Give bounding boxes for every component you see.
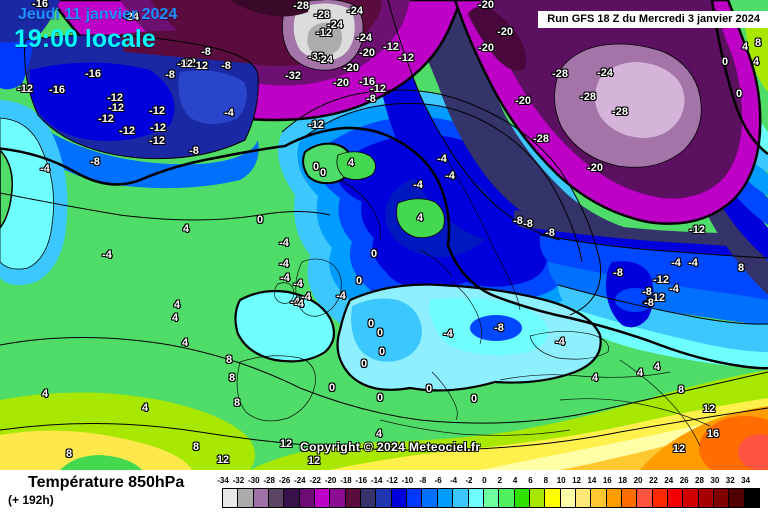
color-scale: -34 -32 -30 -28 -26 -24 -22 -20 -18 -16 -14 -12 -10-… <box>217 476 760 510</box>
color-scale-tick: 18 <box>618 476 628 485</box>
color-scale-box <box>652 489 668 507</box>
color-scale-box <box>238 489 254 507</box>
color-scale-tick: -32 <box>232 476 245 485</box>
color-scale-tick: -4 <box>450 476 458 485</box>
color-scale-box <box>468 489 484 507</box>
color-scale-tick: -16 <box>355 476 368 485</box>
color-scale-box <box>391 489 408 507</box>
color-scale-box <box>667 489 684 507</box>
arctic-dark-bands <box>370 0 640 245</box>
color-scale-tick: -34 <box>217 476 229 485</box>
color-scale-tick: 12 <box>572 476 581 485</box>
color-scale-box <box>376 489 392 507</box>
color-scale-tick: 24 <box>664 476 674 485</box>
color-scale-box <box>729 489 745 507</box>
color-scale-tick: 30 <box>710 476 720 485</box>
color-scale-box <box>437 489 454 507</box>
color-scale-tick: -8 <box>419 476 427 485</box>
color-scale-tick: -2 <box>465 476 473 485</box>
color-scale-box <box>714 489 730 507</box>
color-scale-tick: 20 <box>633 476 643 485</box>
west-europe-mild-region <box>234 283 655 392</box>
color-scale-box <box>453 489 469 507</box>
contour-lines <box>0 0 768 451</box>
color-scale-tick: 32 <box>725 476 735 485</box>
temperature-map <box>0 0 768 470</box>
legend-strip: Température 850hPa (+ 192h) -34 -32 -30 -28… <box>0 470 768 512</box>
color-scale-box <box>483 489 500 507</box>
color-scale-box <box>514 489 530 507</box>
color-scale-box <box>284 489 300 507</box>
color-scale-box <box>575 489 592 507</box>
color-scale-tick: -26 <box>278 476 291 485</box>
color-scale-box <box>529 489 546 507</box>
russia-purple-pool <box>453 0 762 225</box>
color-scale-tick: 16 <box>602 476 612 485</box>
color-scale-box <box>345 489 362 507</box>
color-scale-box <box>683 489 699 507</box>
color-scale-box <box>223 489 239 507</box>
color-scale-box <box>621 489 638 507</box>
color-scale-box <box>499 489 515 507</box>
color-scale-tick: -18 <box>340 476 352 485</box>
color-scale-tick: 4 <box>512 476 518 485</box>
color-scale-box <box>637 489 653 507</box>
color-scale-box <box>422 489 438 507</box>
color-scale-box <box>698 489 714 507</box>
color-scale-tick: -22 <box>309 476 321 485</box>
color-scale-box <box>606 489 622 507</box>
color-scale-box <box>330 489 346 507</box>
east-cold-region <box>514 210 768 370</box>
color-scale-tick: 0 <box>482 476 487 485</box>
color-scale-tick: -12 <box>386 476 398 485</box>
color-scale-tick: -30 <box>247 476 260 485</box>
labrador-cold-block <box>0 0 259 189</box>
color-scale-tick: -10 <box>401 476 414 485</box>
color-scale-tick: 26 <box>679 476 689 485</box>
color-scale-tick: 22 <box>648 476 658 485</box>
color-scale-tick: 8 <box>543 476 549 485</box>
color-scale-tick: 14 <box>587 476 597 485</box>
color-scale-tick: 2 <box>497 476 502 485</box>
forecast-time: 19:00 locale <box>14 25 156 53</box>
color-scale-ticks: -34 -32 -30 -28 -26 -24 -22 -20 -18 -16 -14 -12 -10-… <box>217 476 760 487</box>
color-scale-box <box>545 489 561 507</box>
color-scale-boxes <box>222 488 760 508</box>
color-scale-box <box>361 489 377 507</box>
color-scale-box <box>591 489 607 507</box>
model-run-info: Run GFS 18 Z du Mercredi 3 janvier 2024 <box>538 11 768 28</box>
color-scale-tick: 28 <box>695 476 704 485</box>
color-scale-box <box>407 489 423 507</box>
color-scale-tick: 6 <box>528 476 533 485</box>
forecast-date: Jeudi 11 janvier 2024 <box>18 6 178 23</box>
color-scale-tick: 10 <box>556 476 566 485</box>
color-scale-tick: -6 <box>434 476 442 485</box>
color-scale-box <box>560 489 576 507</box>
color-scale-box <box>299 489 316 507</box>
color-scale-tick: -24 <box>294 476 306 485</box>
color-scale-box <box>315 489 331 507</box>
color-scale-tick: 34 <box>741 476 751 485</box>
color-scale-box <box>744 489 760 507</box>
iceland-patch <box>302 142 445 238</box>
map-title: Température 850hPa <box>28 474 185 491</box>
copyright-text: Copyright © 2024 Meteociel.fr <box>300 440 481 454</box>
color-scale-tick: -20 <box>324 476 337 485</box>
warm-south-region <box>0 370 768 470</box>
color-scale-box <box>269 489 285 507</box>
color-scale-box <box>253 489 270 507</box>
color-scale-tick: -28 <box>263 476 275 485</box>
color-scale-tick: -14 <box>370 476 383 485</box>
forecast-offset: (+ 192h) <box>8 493 54 507</box>
